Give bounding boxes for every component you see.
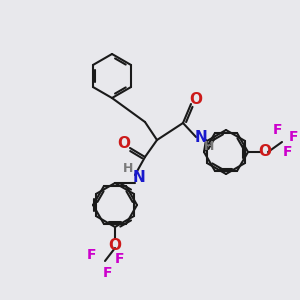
Text: H: H bbox=[204, 140, 214, 152]
Text: F: F bbox=[102, 266, 112, 280]
Text: O: O bbox=[190, 92, 202, 107]
Text: F: F bbox=[282, 145, 292, 159]
Text: N: N bbox=[133, 170, 146, 185]
Text: H: H bbox=[123, 163, 133, 176]
Text: F: F bbox=[86, 248, 96, 262]
Text: F: F bbox=[289, 130, 299, 144]
Text: O: O bbox=[109, 238, 122, 253]
Text: F: F bbox=[272, 123, 282, 137]
Text: O: O bbox=[259, 145, 272, 160]
Text: N: N bbox=[195, 130, 207, 146]
Text: O: O bbox=[118, 136, 130, 151]
Text: F: F bbox=[114, 252, 124, 266]
